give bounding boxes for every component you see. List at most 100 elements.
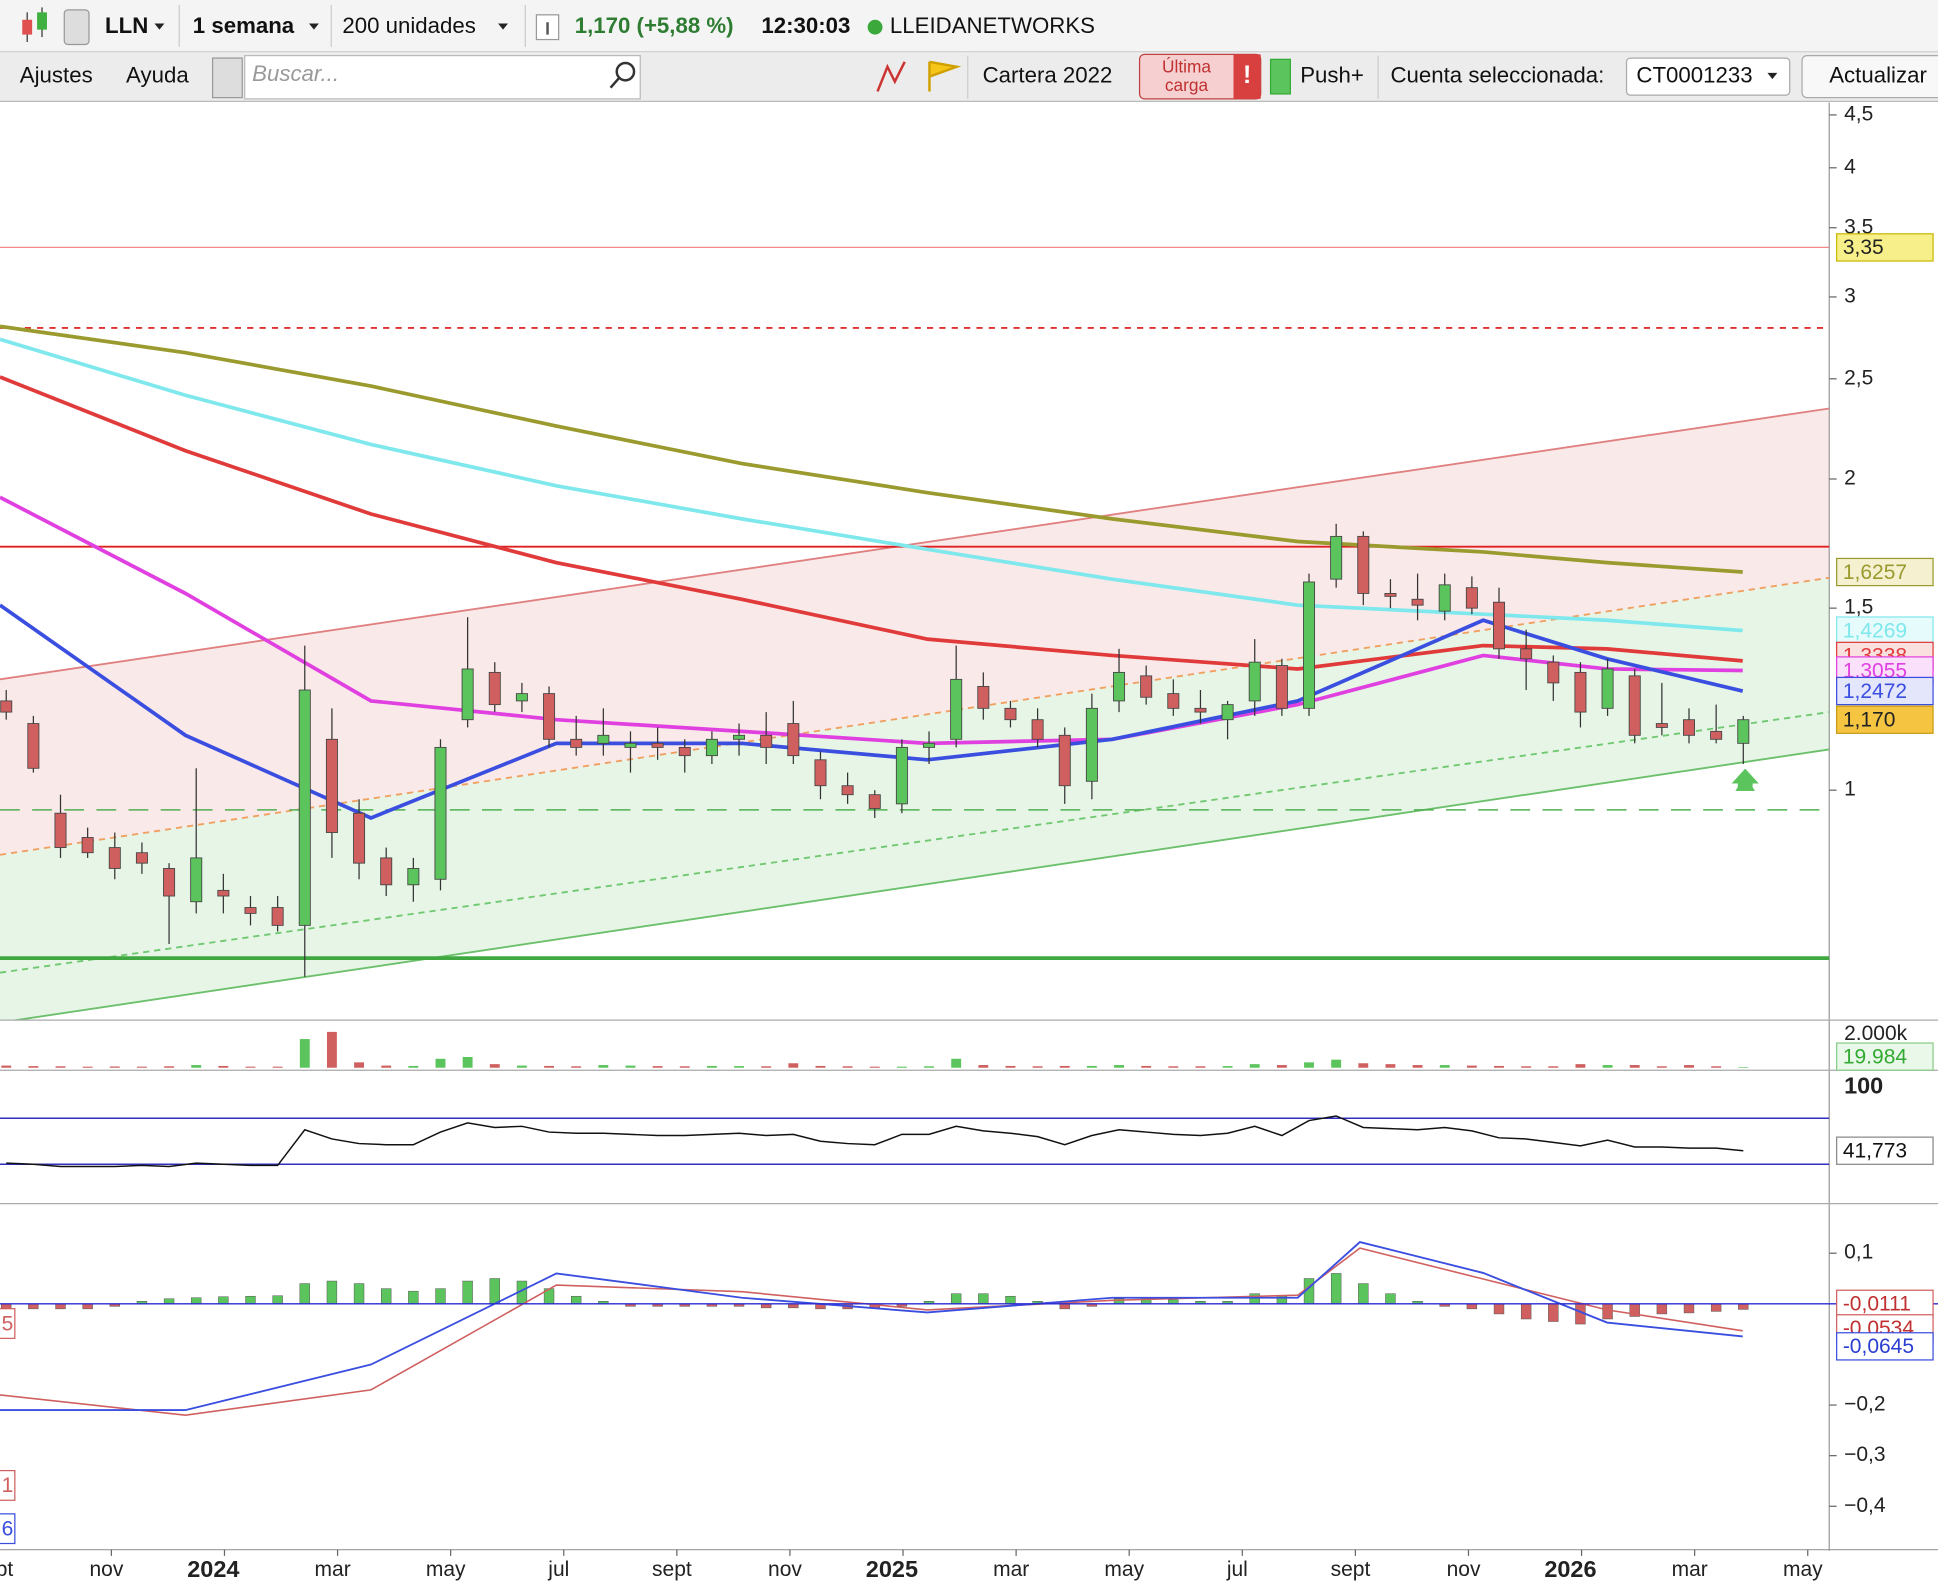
symbol[interactable]: LLN <box>105 13 148 38</box>
cut-label-box <box>0 1513 16 1545</box>
chart-type-icon[interactable] <box>22 7 47 43</box>
macd-histogram-bar <box>299 1283 310 1305</box>
last-price: 1,170 <box>1843 708 1896 731</box>
volume-bar <box>652 1066 663 1068</box>
candle-body <box>705 738 718 757</box>
push[interactable]: Push+ <box>1300 62 1364 87</box>
volume-bar <box>896 1066 907 1068</box>
y-tick-label: 0,1 <box>1844 1241 1873 1264</box>
y-tick-label: 3 <box>1844 284 1856 307</box>
menu-item[interactable]: Ajustes <box>20 62 93 87</box>
candle-body <box>977 685 990 709</box>
candle-body <box>0 700 13 713</box>
push-icon[interactable] <box>1269 58 1291 95</box>
last-load: Última <box>1162 57 1211 77</box>
x-tick-label: mar <box>993 1558 1029 1581</box>
candle-body <box>1710 730 1723 740</box>
volume-bar <box>1466 1065 1477 1068</box>
ma-label: 1,6257 <box>1843 561 1907 584</box>
candle-body <box>353 812 366 864</box>
candle-body <box>1520 648 1533 660</box>
macd-histogram-bar <box>1738 1303 1749 1310</box>
period[interactable]: 1 semana <box>193 13 295 38</box>
candle-body <box>814 759 827 787</box>
volume-bar <box>978 1065 989 1068</box>
candle-body <box>651 742 664 748</box>
x-tick-label: sept <box>0 1558 13 1581</box>
candle-body <box>1411 598 1424 606</box>
candle-body <box>217 889 230 897</box>
y-tick-label: −0,4 <box>1844 1494 1886 1517</box>
link-icon[interactable] <box>63 9 90 46</box>
candle-body <box>190 857 203 903</box>
volume-bar <box>191 1065 202 1068</box>
volume-bar <box>1575 1064 1586 1068</box>
candle-body <box>54 812 67 849</box>
volume-bar <box>679 1066 690 1068</box>
macd-histogram-bar <box>1249 1293 1260 1305</box>
draw-icon[interactable] <box>876 61 906 92</box>
volume-bar <box>1358 1063 1369 1068</box>
moving-average <box>0 324 1743 574</box>
macd-histogram-bar <box>1059 1303 1070 1310</box>
link-icon[interactable] <box>211 57 243 99</box>
signal-arrow <box>1731 768 1759 791</box>
channel-line <box>0 576 1830 856</box>
candle-body <box>597 734 610 744</box>
account-select[interactable] <box>1625 57 1791 96</box>
search-placeholder: Buscar... <box>252 61 339 86</box>
candle-body <box>624 742 637 748</box>
candle-body <box>515 693 528 702</box>
macd-histogram-bar <box>1385 1293 1396 1305</box>
volume-bar <box>1032 1066 1043 1068</box>
update-button[interactable] <box>1801 54 1938 99</box>
macd-histogram-bar <box>978 1293 989 1305</box>
menu-item[interactable]: Ayuda <box>126 62 189 87</box>
candle-body <box>298 689 311 926</box>
channel-line <box>0 711 1830 974</box>
x-tick-label: 2024 <box>187 1556 239 1582</box>
macd-histogram-bar <box>1005 1295 1016 1305</box>
account: CT0001233 <box>1636 62 1752 87</box>
company-name: LLEIDANETWORKS <box>890 13 1095 38</box>
channel-fill <box>0 577 1830 1020</box>
candle-body <box>1058 734 1071 787</box>
units[interactable]: 200 unidades <box>342 13 476 38</box>
macd-histogram-bar <box>1466 1303 1478 1310</box>
candle-body <box>1574 671 1587 713</box>
volume-bar <box>1385 1064 1396 1068</box>
candle-body <box>325 738 338 833</box>
flag-icon[interactable] <box>928 60 962 92</box>
volume-bar <box>28 1066 39 1068</box>
candle-body <box>1140 675 1153 698</box>
macd-histogram-bar <box>245 1295 256 1305</box>
volume-label-box <box>1836 1042 1934 1071</box>
y-tick-label: 4 <box>1844 155 1856 178</box>
volume-bar <box>1168 1066 1179 1068</box>
x-tick-label: mar <box>1672 1558 1708 1581</box>
candle-body <box>1601 668 1614 709</box>
candle-body <box>1275 665 1288 709</box>
candle-body <box>407 868 420 886</box>
volume-bar <box>272 1066 283 1068</box>
y-tick-label: 100 <box>1844 1073 1883 1099</box>
macd-label-box <box>1836 1332 1934 1361</box>
candle-body <box>1357 535 1370 594</box>
volume-bar <box>516 1065 527 1068</box>
search-box[interactable] <box>244 54 641 100</box>
volume-bar <box>1521 1066 1532 1068</box>
volume-bar <box>625 1065 636 1068</box>
last-price-box <box>1836 705 1934 734</box>
volume-bar <box>1059 1065 1070 1068</box>
x-tick-label: sept <box>652 1558 692 1581</box>
candle-body <box>163 868 176 897</box>
portfolio[interactable]: Cartera 2022 <box>983 62 1113 87</box>
macd-histogram-bar <box>163 1298 175 1305</box>
macd-histogram-bar <box>326 1280 338 1305</box>
macd-histogram-bar <box>571 1295 582 1305</box>
macd-histogram-bar <box>1683 1303 1695 1314</box>
volume-bar <box>1304 1062 1314 1068</box>
x-tick-label: may <box>1104 1558 1144 1581</box>
ma-label-box <box>1836 676 1934 706</box>
y-tick-label: 1 <box>1844 778 1856 801</box>
